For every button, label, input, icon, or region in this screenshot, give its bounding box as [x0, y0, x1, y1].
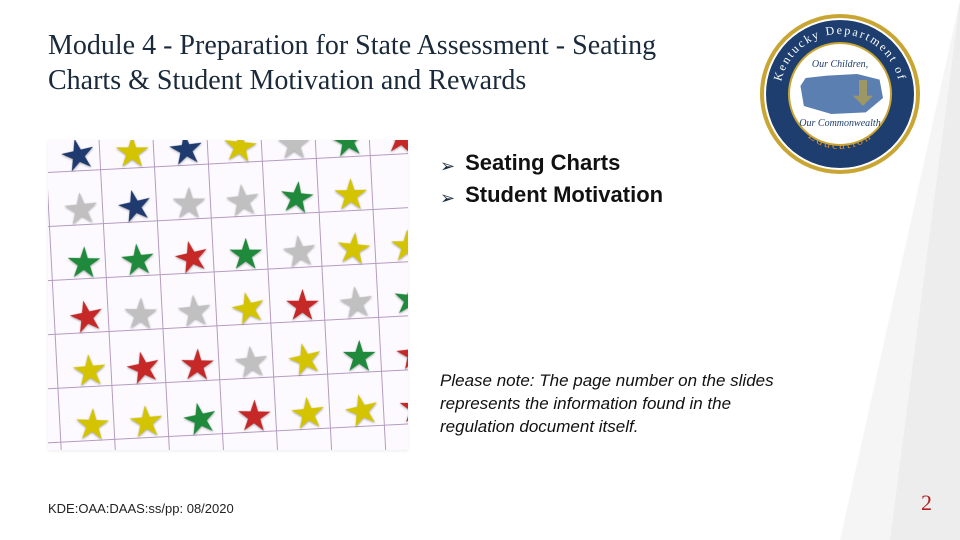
- triangle-bullet-icon: ➢: [440, 157, 455, 175]
- star-icon: [335, 230, 372, 267]
- star-icon: [237, 399, 272, 434]
- star-icon: [221, 140, 258, 166]
- seal-inner-bottom: Our Commonwealth: [799, 118, 880, 129]
- star-icon: [58, 140, 99, 176]
- seal-inner: Our Children, Our Commonwealth: [788, 42, 892, 146]
- star-icon: [71, 353, 108, 390]
- star-icon: [277, 140, 312, 161]
- star-icon: [278, 179, 315, 216]
- star-chart-image: [48, 140, 408, 450]
- seal-state-shape: [797, 74, 883, 114]
- bullet-text: Student Motivation: [465, 182, 663, 208]
- bullet-item: ➢ Student Motivation: [440, 182, 840, 208]
- star-icon: [399, 391, 408, 425]
- star-icon: [180, 348, 215, 383]
- star-icon: [329, 140, 367, 160]
- star-icon: [285, 289, 319, 323]
- star-icon: [67, 297, 107, 337]
- star-icon: [289, 395, 326, 432]
- bullet-item: ➢ Seating Charts: [440, 150, 840, 176]
- star-icon: [67, 246, 102, 281]
- star-icon: [123, 297, 158, 332]
- star-icon: [229, 238, 263, 272]
- star-icon: [281, 233, 319, 271]
- star-icon: [115, 140, 149, 170]
- triangle-bullet-icon: ➢: [440, 189, 455, 207]
- star-icon: [342, 390, 383, 431]
- star-icon: [342, 340, 376, 374]
- star-icon: [176, 293, 213, 330]
- star-icon: [392, 281, 408, 318]
- star-icon: [383, 140, 408, 157]
- slide: Module 4 - Preparation for State Assessm…: [0, 0, 960, 540]
- chart-stars-layer: [48, 140, 408, 450]
- star-icon: [228, 288, 269, 329]
- star-icon: [394, 335, 408, 373]
- footer-text: KDE:OAA:DAAS:ss/pp: 08/2020: [48, 501, 234, 516]
- star-icon: [390, 229, 408, 264]
- page-title: Module 4 - Preparation for State Assessm…: [48, 28, 688, 98]
- star-icon: [119, 242, 156, 279]
- page-number: 2: [921, 490, 932, 516]
- star-icon: [333, 178, 368, 213]
- note-text: Please note: The page number on the slid…: [440, 370, 780, 439]
- seal-inner-top: Our Children,: [812, 59, 868, 70]
- star-icon: [233, 344, 270, 381]
- star-icon: [167, 140, 205, 169]
- star-icon: [285, 339, 326, 380]
- star-icon: [128, 404, 165, 441]
- star-icon: [62, 191, 99, 228]
- star-icon: [224, 182, 262, 220]
- star-icon: [180, 399, 220, 439]
- bullet-list: ➢ Seating Charts ➢ Student Motivation: [440, 150, 840, 214]
- star-icon: [115, 186, 156, 227]
- star-icon: [171, 237, 212, 278]
- star-icon: [123, 348, 163, 388]
- star-icon: [75, 407, 110, 442]
- bullet-text: Seating Charts: [465, 150, 620, 176]
- star-icon: [337, 284, 375, 322]
- star-icon: [172, 187, 206, 221]
